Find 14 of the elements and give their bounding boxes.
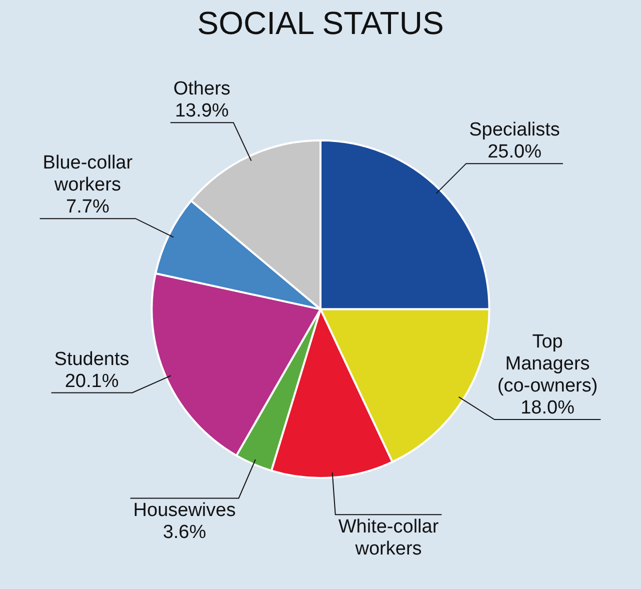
chart-title: SOCIAL STATUS: [197, 5, 444, 42]
slice-label: Others: [173, 78, 230, 100]
data-label: 7.7%: [66, 196, 110, 218]
data-label: 18.0%: [520, 398, 575, 419]
slice-label: Blue-collar workers: [42, 152, 134, 196]
data-label: 20.1%: [64, 370, 119, 392]
data-label: 25.0%: [488, 142, 542, 163]
data-label: 13.9%: [174, 100, 229, 122]
slice-label: Students: [54, 348, 130, 370]
data-label: 3.6%: [162, 522, 206, 544]
slice-label: Top Managers (co-owners): [497, 332, 598, 397]
slice-label: Housewives: [133, 500, 236, 522]
slice-label: Specialists: [469, 120, 560, 141]
slice-label: White-collar workers: [338, 516, 440, 560]
